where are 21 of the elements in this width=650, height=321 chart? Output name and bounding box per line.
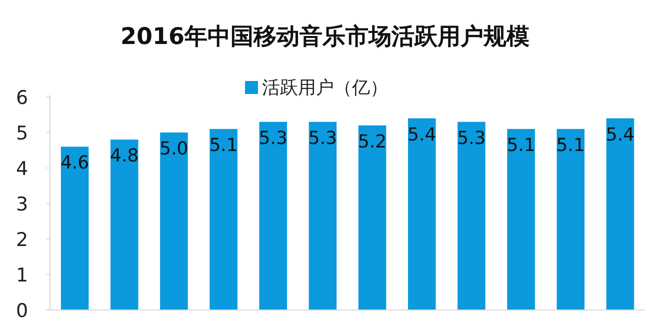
data-label: 5.1 bbox=[506, 134, 536, 156]
data-label: 4.8 bbox=[110, 146, 139, 167]
y-tick-label: 6 bbox=[16, 87, 28, 109]
y-tick-label: 4 bbox=[16, 158, 28, 180]
data-label: 4.6 bbox=[60, 152, 90, 174]
data-label: 5.3 bbox=[308, 128, 338, 149]
data-label: 5.1 bbox=[556, 134, 585, 156]
y-tick-label: 2 bbox=[16, 229, 28, 251]
chart-title: 2016年中国移动音乐市场活跃用户规模 bbox=[120, 23, 530, 50]
data-label: 5.2 bbox=[358, 131, 387, 152]
y-tick-label: 0 bbox=[16, 300, 28, 321]
data-label: 5.3 bbox=[457, 128, 486, 149]
legend-label: 活跃用户（亿） bbox=[262, 78, 388, 98]
data-label: 5.1 bbox=[209, 134, 238, 156]
y-tick-label: 1 bbox=[16, 264, 28, 286]
y-tick-label: 3 bbox=[16, 194, 28, 216]
data-label: 5.4 bbox=[408, 124, 436, 146]
y-tick-label: 5 bbox=[16, 122, 28, 144]
data-label: 5.4 bbox=[606, 124, 635, 146]
data-label: 5.3 bbox=[258, 128, 288, 149]
data-label: 5.0 bbox=[160, 138, 188, 160]
